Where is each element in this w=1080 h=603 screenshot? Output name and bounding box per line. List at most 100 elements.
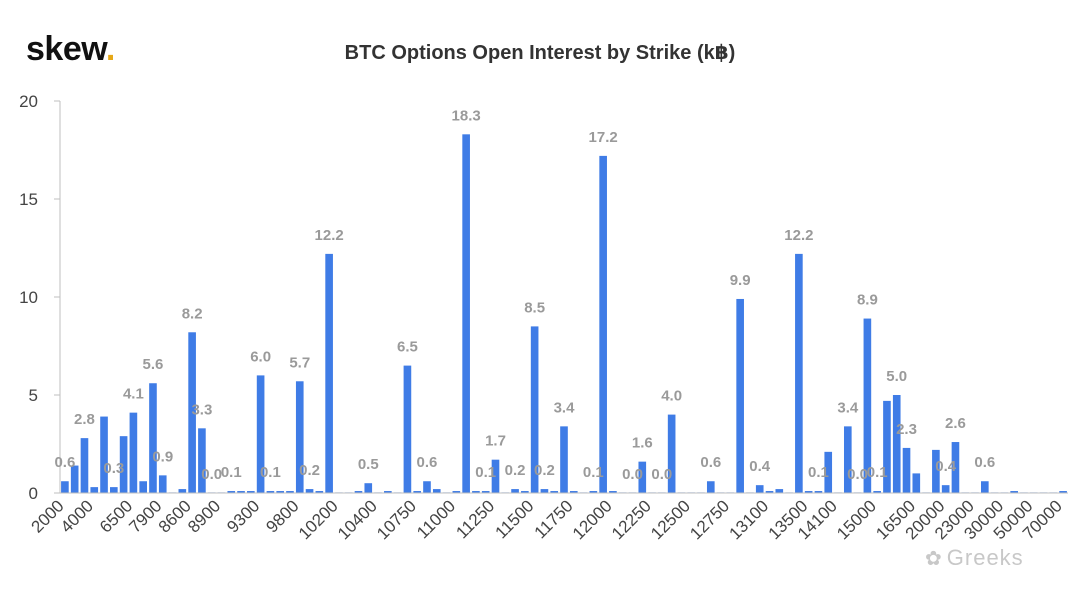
x-tick-label: 9300	[223, 496, 263, 536]
bars	[61, 134, 1067, 493]
bar-10750	[413, 491, 422, 493]
data-labels: 0.62.80.34.15.60.98.23.30.00.16.00.15.70…	[54, 107, 995, 483]
bar-12400	[667, 414, 676, 493]
bar-13500	[804, 491, 813, 493]
bar-8700	[198, 428, 206, 493]
bar-11750	[569, 491, 578, 493]
bar-9400	[266, 491, 275, 493]
bar-10000	[315, 491, 324, 493]
bar-80000	[1059, 491, 1067, 493]
data-label: 0.1	[867, 464, 888, 481]
bar-9100	[237, 491, 245, 493]
data-label: 2.8	[74, 411, 95, 428]
skew-logo: skew.	[26, 30, 115, 68]
data-label: 0.0	[651, 466, 672, 483]
bar-13000	[755, 485, 764, 493]
bar-14200	[843, 426, 852, 493]
bar-8600	[188, 332, 196, 493]
bar-12200	[638, 461, 647, 493]
y-tick-label: 15	[19, 190, 38, 209]
data-label: 2.3	[896, 421, 917, 438]
x-tick-label: 4000	[57, 496, 97, 536]
data-label: 1.7	[485, 433, 506, 450]
data-label: 0.0	[847, 466, 868, 483]
x-tick-label: 11500	[491, 496, 537, 542]
bar-40000	[1010, 491, 1018, 493]
x-tick-label: 12000	[569, 496, 616, 543]
bar-5000	[110, 487, 118, 493]
data-label: 0.1	[808, 464, 829, 481]
x-tick-label: 11750	[531, 496, 577, 542]
bar-9800	[295, 381, 304, 493]
bar-12800	[736, 298, 744, 493]
data-label: 3.3	[191, 401, 212, 418]
y-tick-label: 0	[29, 484, 38, 503]
x-tick-label: 11000	[413, 496, 459, 542]
x-axis: 2000400065007900860089009300980010200104…	[28, 492, 1068, 543]
data-label: 3.4	[837, 399, 859, 416]
bar-3000	[70, 465, 79, 493]
bar-11500	[530, 326, 539, 493]
bar-11950	[599, 155, 607, 493]
data-label: 8.9	[857, 292, 878, 309]
bar-9900	[305, 489, 314, 493]
x-tick-label: 12500	[647, 496, 694, 543]
data-label: 1.6	[632, 435, 653, 452]
bar-13400	[795, 253, 803, 493]
bar-11000	[452, 491, 461, 493]
bar-11550	[540, 489, 549, 493]
bar-10350	[364, 483, 373, 493]
data-label: 0.5	[358, 456, 379, 473]
data-label: 5.0	[886, 368, 907, 385]
bar-11900	[589, 491, 598, 493]
bar-9300	[256, 375, 265, 493]
x-tick-label: 8900	[184, 496, 224, 536]
bar-11400	[511, 489, 519, 493]
data-label: 9.9	[730, 272, 751, 289]
data-label: 6.5	[397, 339, 418, 356]
watermark: ✿ Greeks	[925, 545, 1024, 570]
bar-9500	[276, 491, 285, 493]
data-label: 0.6	[700, 454, 721, 471]
data-label: 0.2	[299, 462, 320, 479]
bar-21000	[951, 442, 960, 493]
bar-10700	[403, 365, 412, 493]
data-label: 4.1	[123, 386, 144, 403]
wechat-icon: ✿	[925, 548, 943, 570]
data-label: 0.9	[152, 448, 173, 465]
bar-14000	[824, 451, 833, 493]
bar-2000	[61, 481, 69, 493]
bar-11100	[462, 134, 470, 493]
bar-24000	[981, 481, 989, 493]
bar-11600	[550, 491, 559, 493]
bar-3500	[80, 438, 89, 493]
data-label: 0.6	[54, 454, 75, 471]
bar-10500	[384, 491, 392, 493]
data-label: 0.4	[935, 458, 957, 475]
y-tick-label: 5	[29, 386, 38, 405]
bar-10800	[423, 481, 431, 493]
data-label: 0.0	[622, 466, 643, 483]
bar-11700	[560, 426, 568, 493]
x-tick-label: 6500	[96, 496, 136, 536]
bar-11450	[521, 491, 529, 493]
bar-7500	[149, 383, 157, 493]
data-label: 0.1	[583, 464, 604, 481]
data-label: 5.7	[289, 354, 310, 371]
x-tick-label: 10750	[373, 496, 420, 543]
data-label: 2.6	[945, 415, 966, 432]
data-label: 18.3	[452, 107, 481, 124]
bar-11150	[472, 491, 480, 493]
data-label: 0.3	[103, 460, 124, 477]
data-label: 0.6	[417, 454, 438, 471]
y-tick-label: 20	[19, 92, 38, 111]
data-label: 8.2	[182, 305, 203, 322]
data-label: 0.1	[221, 464, 242, 481]
bar-12600	[706, 481, 715, 493]
data-label: 3.4	[554, 399, 576, 416]
data-label: 0.2	[505, 462, 526, 479]
bar-10100	[325, 253, 333, 493]
data-label: 0.1	[475, 464, 496, 481]
bar-11200	[481, 491, 490, 493]
